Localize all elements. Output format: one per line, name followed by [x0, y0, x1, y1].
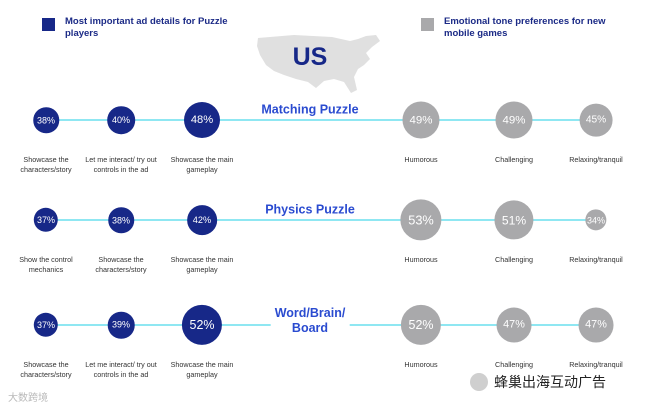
wechat-icon: [470, 373, 488, 391]
legend-swatch-emotional-tone: [421, 18, 434, 31]
bubble-category-label: Let me interact/ try out controls in the…: [85, 155, 157, 174]
bubble-category-label: Relaxing/tranquil: [569, 255, 623, 264]
ad-detail-bubble: 48%: [184, 102, 220, 138]
bubble-category-label: Challenging: [495, 155, 533, 164]
bubble-category-label: Relaxing/tranquil: [569, 155, 623, 164]
ad-detail-bubble: 52%: [181, 304, 223, 346]
row-connector-line: [46, 119, 596, 121]
legend-emotional-tone: Emotional tone preferences for new mobil…: [421, 16, 621, 40]
ad-detail-bubble: 39%: [107, 311, 135, 339]
usa-map-icon: [257, 35, 380, 93]
watermark-left: 大数跨境: [8, 393, 48, 404]
row-title: Word/Brain/Board: [270, 306, 350, 336]
ad-detail-bubble: 42%: [187, 205, 217, 235]
watermark-right: 蜂巢出海互动广告: [470, 372, 606, 392]
emotional-tone-bubble: 53%: [400, 199, 442, 241]
bubble-category-label: Humorous: [404, 360, 438, 369]
ad-detail-bubble: 38%: [33, 107, 59, 133]
emotional-tone-bubble: 51%: [494, 200, 534, 240]
emotional-tone-bubble: 47%: [496, 307, 532, 343]
country-label: US: [292, 43, 328, 71]
bubble-category-label: Showcase the characters/story: [20, 360, 72, 379]
emotional-tone-bubble: 34%: [585, 209, 607, 231]
bubble-category-label: Challenging: [495, 360, 533, 369]
emotional-tone-bubble: 49%: [402, 101, 440, 139]
emotional-tone-bubble: 45%: [579, 103, 613, 137]
emotional-tone-bubble: 49%: [495, 101, 533, 139]
bubble-category-label: Showcase the main gameplay: [170, 360, 234, 379]
bubble-category-label: Showcase the characters/story: [20, 155, 72, 174]
ad-detail-bubble: 37%: [33, 312, 59, 338]
legend-ad-details: Most important ad details for Puzzle pla…: [42, 16, 242, 40]
watermark-right-text: 蜂巢出海互动广告: [494, 374, 606, 390]
row-title: Matching Puzzle: [257, 102, 363, 118]
row-connector-line: [46, 219, 596, 221]
row-title: Physics Puzzle: [261, 202, 359, 218]
legend-label-emotional-tone: Emotional tone preferences for new mobil…: [444, 16, 606, 39]
bubble-category-label: Showcase the main gameplay: [170, 255, 234, 274]
bubble-category-label: Challenging: [495, 255, 533, 264]
bubble-category-label: Show the control mechanics: [19, 255, 73, 274]
legend-label-ad-details: Most important ad details for Puzzle pla…: [65, 16, 228, 39]
bubble-category-label: Showcase the characters/story: [95, 255, 147, 274]
bubble-category-label: Humorous: [404, 255, 438, 264]
ad-detail-bubble: 37%: [33, 207, 59, 233]
ad-detail-bubble: 38%: [108, 207, 134, 233]
legend-swatch-ad-details: [42, 18, 55, 31]
ad-detail-bubble: 40%: [107, 106, 135, 134]
bubble-category-label: Humorous: [404, 155, 438, 164]
emotional-tone-bubble: 52%: [400, 304, 442, 346]
bubble-category-label: Let me interact/ try out controls in the…: [85, 360, 157, 379]
bubble-category-label: Relaxing/tranquil: [569, 360, 623, 369]
emotional-tone-bubble: 47%: [578, 307, 614, 343]
bubble-category-label: Showcase the main gameplay: [170, 155, 234, 174]
